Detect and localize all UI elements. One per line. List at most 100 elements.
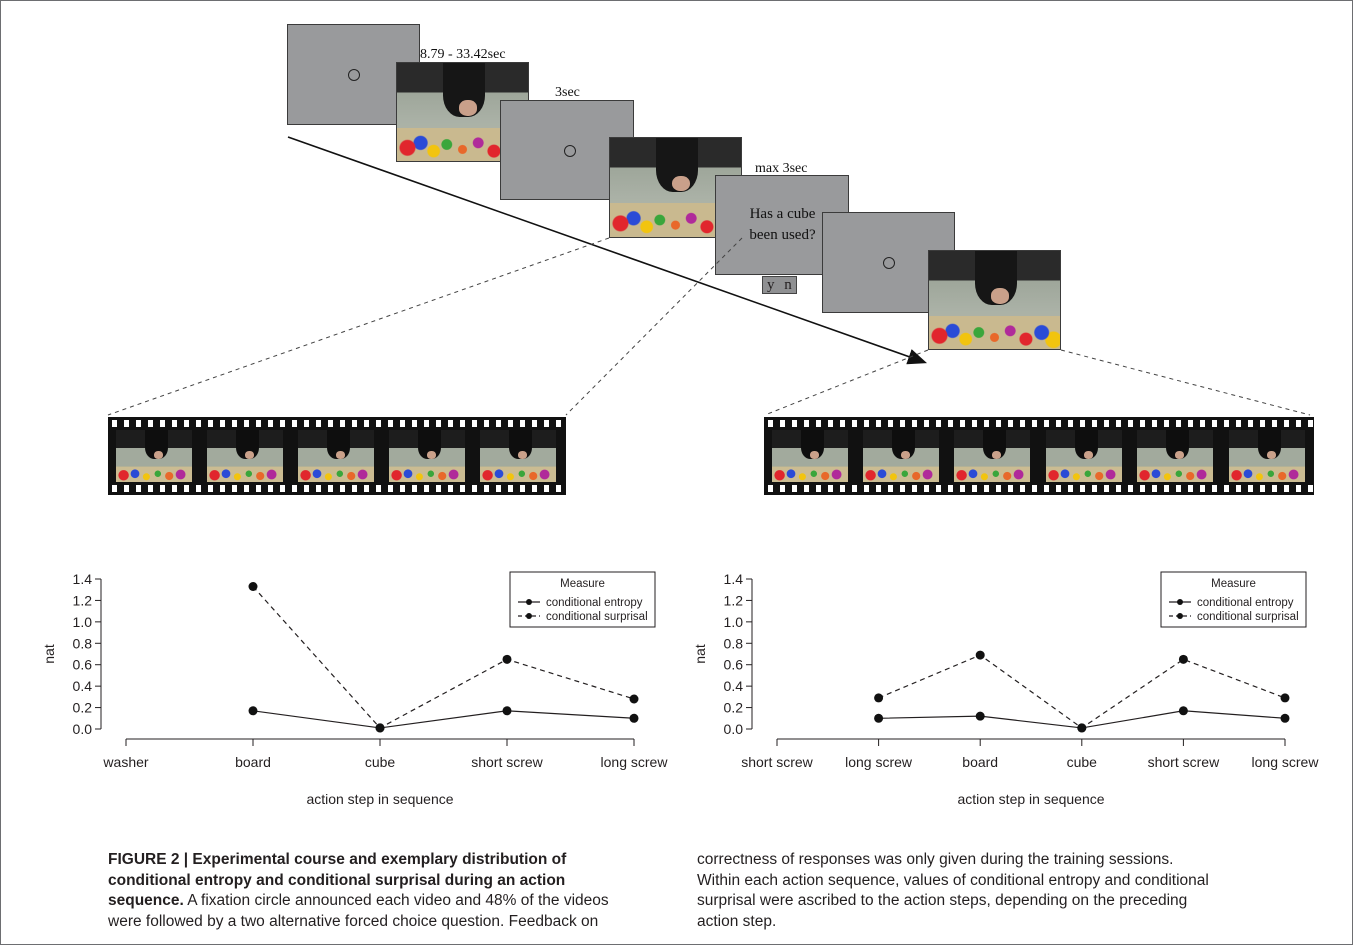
legend-marker	[526, 599, 532, 605]
y-tick-label: 0.6	[724, 657, 744, 673]
y-tick-label: 0.6	[73, 657, 93, 673]
legend-marker	[526, 613, 532, 619]
y-tick-label: 0.2	[724, 700, 744, 716]
timing-label-video: 8.79 - 33.42sec	[420, 47, 506, 62]
film-frame	[298, 430, 374, 482]
film-frame	[1046, 430, 1122, 482]
fixation-circle-icon	[564, 145, 576, 157]
data-point	[248, 582, 258, 591]
caption-title: FIGURE 2 | Experimental course and exemp…	[108, 851, 567, 868]
film-frame	[954, 430, 1030, 482]
y-axis-label: nat	[41, 644, 57, 664]
data-point	[375, 723, 385, 733]
question-line-1: Has a cube	[749, 206, 816, 222]
fixation-circle-icon	[348, 69, 360, 81]
film-frame	[389, 430, 465, 482]
y-tick-label: 1.4	[724, 571, 744, 587]
legend-title: Measure	[1211, 578, 1256, 590]
data-point	[1178, 706, 1188, 716]
film-frame	[480, 430, 556, 482]
legend-marker	[1177, 613, 1183, 619]
series-line	[252, 710, 635, 729]
y-tick-label: 0.8	[724, 635, 744, 651]
x-tick-label: washer	[102, 754, 148, 770]
film-frame	[116, 430, 192, 482]
data-point	[629, 713, 639, 723]
caption-right-line-4: action step.	[697, 912, 777, 930]
x-tick-label: short screw	[741, 754, 813, 770]
response-options: y n	[762, 276, 797, 294]
caption-left: FIGURE 2 | Experimental course and exemp…	[108, 850, 683, 932]
y-tick-label: 1.0	[73, 614, 93, 630]
film-frame	[207, 430, 283, 482]
caption-right-line-3: surprisal were ascribed to the action st…	[697, 892, 1188, 909]
caption-right-line-2: Within each action sequence, values of c…	[697, 871, 1209, 889]
video-still-3	[928, 250, 1061, 350]
data-point	[1178, 654, 1188, 664]
x-tick-label: cube	[365, 754, 396, 770]
film-frame	[863, 430, 939, 482]
caption-line-4: were followed by a two alternative force…	[108, 912, 599, 930]
legend: Measure conditional entropy conditional su…	[1160, 571, 1307, 628]
chart-left: 0.0 0.2 0.4 0.6 0.8 1.0 1.2 1.4 nat washer board cu…	[41, 571, 669, 807]
y-tick-label: 1.4	[73, 571, 93, 587]
caption-right: correctness of responses was only given …	[697, 850, 1347, 932]
x-tick-label: short screw	[471, 754, 543, 770]
caption-line-3: A fixation circle announced each video a…	[183, 892, 609, 909]
film-frame	[1137, 430, 1213, 482]
y-tick-label: 1.2	[724, 592, 744, 608]
data-point	[874, 713, 884, 723]
caption-bold-line-2: conditional entropy and conditional surp…	[108, 871, 566, 889]
x-tick-label: long screw	[845, 754, 913, 770]
caption-right-line-1: correctness of responses was only given …	[697, 851, 1174, 868]
data-point	[975, 711, 985, 721]
y-tick-label: 0.0	[73, 721, 93, 737]
legend-entry: conditional entropy	[546, 597, 643, 609]
data-point	[629, 694, 639, 704]
data-point	[502, 654, 512, 664]
legend-title: Measure	[560, 578, 605, 590]
x-tick-label: long screw	[1252, 754, 1320, 770]
y-tick-label: 1.2	[73, 592, 93, 608]
y-tick-label: 1.0	[724, 614, 744, 630]
data-point	[874, 693, 884, 703]
data-point	[1077, 723, 1087, 733]
y-tick-label: 0.4	[73, 678, 93, 694]
y-tick-label: 0.2	[73, 700, 93, 716]
legend: Measure conditional entropy conditional su…	[509, 571, 656, 628]
data-point	[502, 706, 512, 716]
data-point	[1280, 713, 1290, 723]
film-frame	[772, 430, 848, 482]
filmstrip-left	[108, 417, 566, 495]
film-frame	[1229, 430, 1305, 482]
y-tick-label: 0.8	[73, 635, 93, 651]
chart-right: 0.0 0.2 0.4 0.6 0.8 1.0 1.2 1.4 nat short screw lo…	[692, 571, 1320, 807]
question-text: Has a cube been used?	[730, 204, 835, 246]
data-point	[1280, 693, 1290, 703]
fixation-circle-icon	[883, 257, 895, 269]
x-tick-label: short screw	[1148, 754, 1220, 770]
series-line	[252, 586, 635, 729]
data-point	[248, 706, 258, 716]
legend-marker	[1177, 599, 1183, 605]
x-axis-label: action step in sequence	[306, 791, 453, 807]
question-line-2: been used?	[749, 227, 816, 243]
legend-entry: conditional surprisal	[546, 611, 648, 623]
legend-entry: conditional entropy	[1197, 597, 1294, 609]
x-tick-label: long screw	[601, 754, 669, 770]
caption-bold-line-3: sequence.	[108, 892, 184, 909]
y-tick-label: 0.0	[724, 721, 744, 737]
legend-entry: conditional surprisal	[1197, 611, 1299, 623]
filmstrip-right	[764, 417, 1314, 495]
x-tick-label: board	[235, 754, 271, 770]
timing-label-fixation: 3sec	[555, 85, 580, 100]
data-point	[975, 650, 985, 660]
x-axis-label: action step in sequence	[957, 791, 1104, 807]
legend-box	[509, 571, 656, 628]
x-tick-label: board	[962, 754, 998, 770]
y-tick-label: 0.4	[724, 678, 744, 694]
y-axis-label: nat	[692, 644, 708, 664]
legend-box	[1160, 571, 1307, 628]
x-tick-label: cube	[1067, 754, 1098, 770]
